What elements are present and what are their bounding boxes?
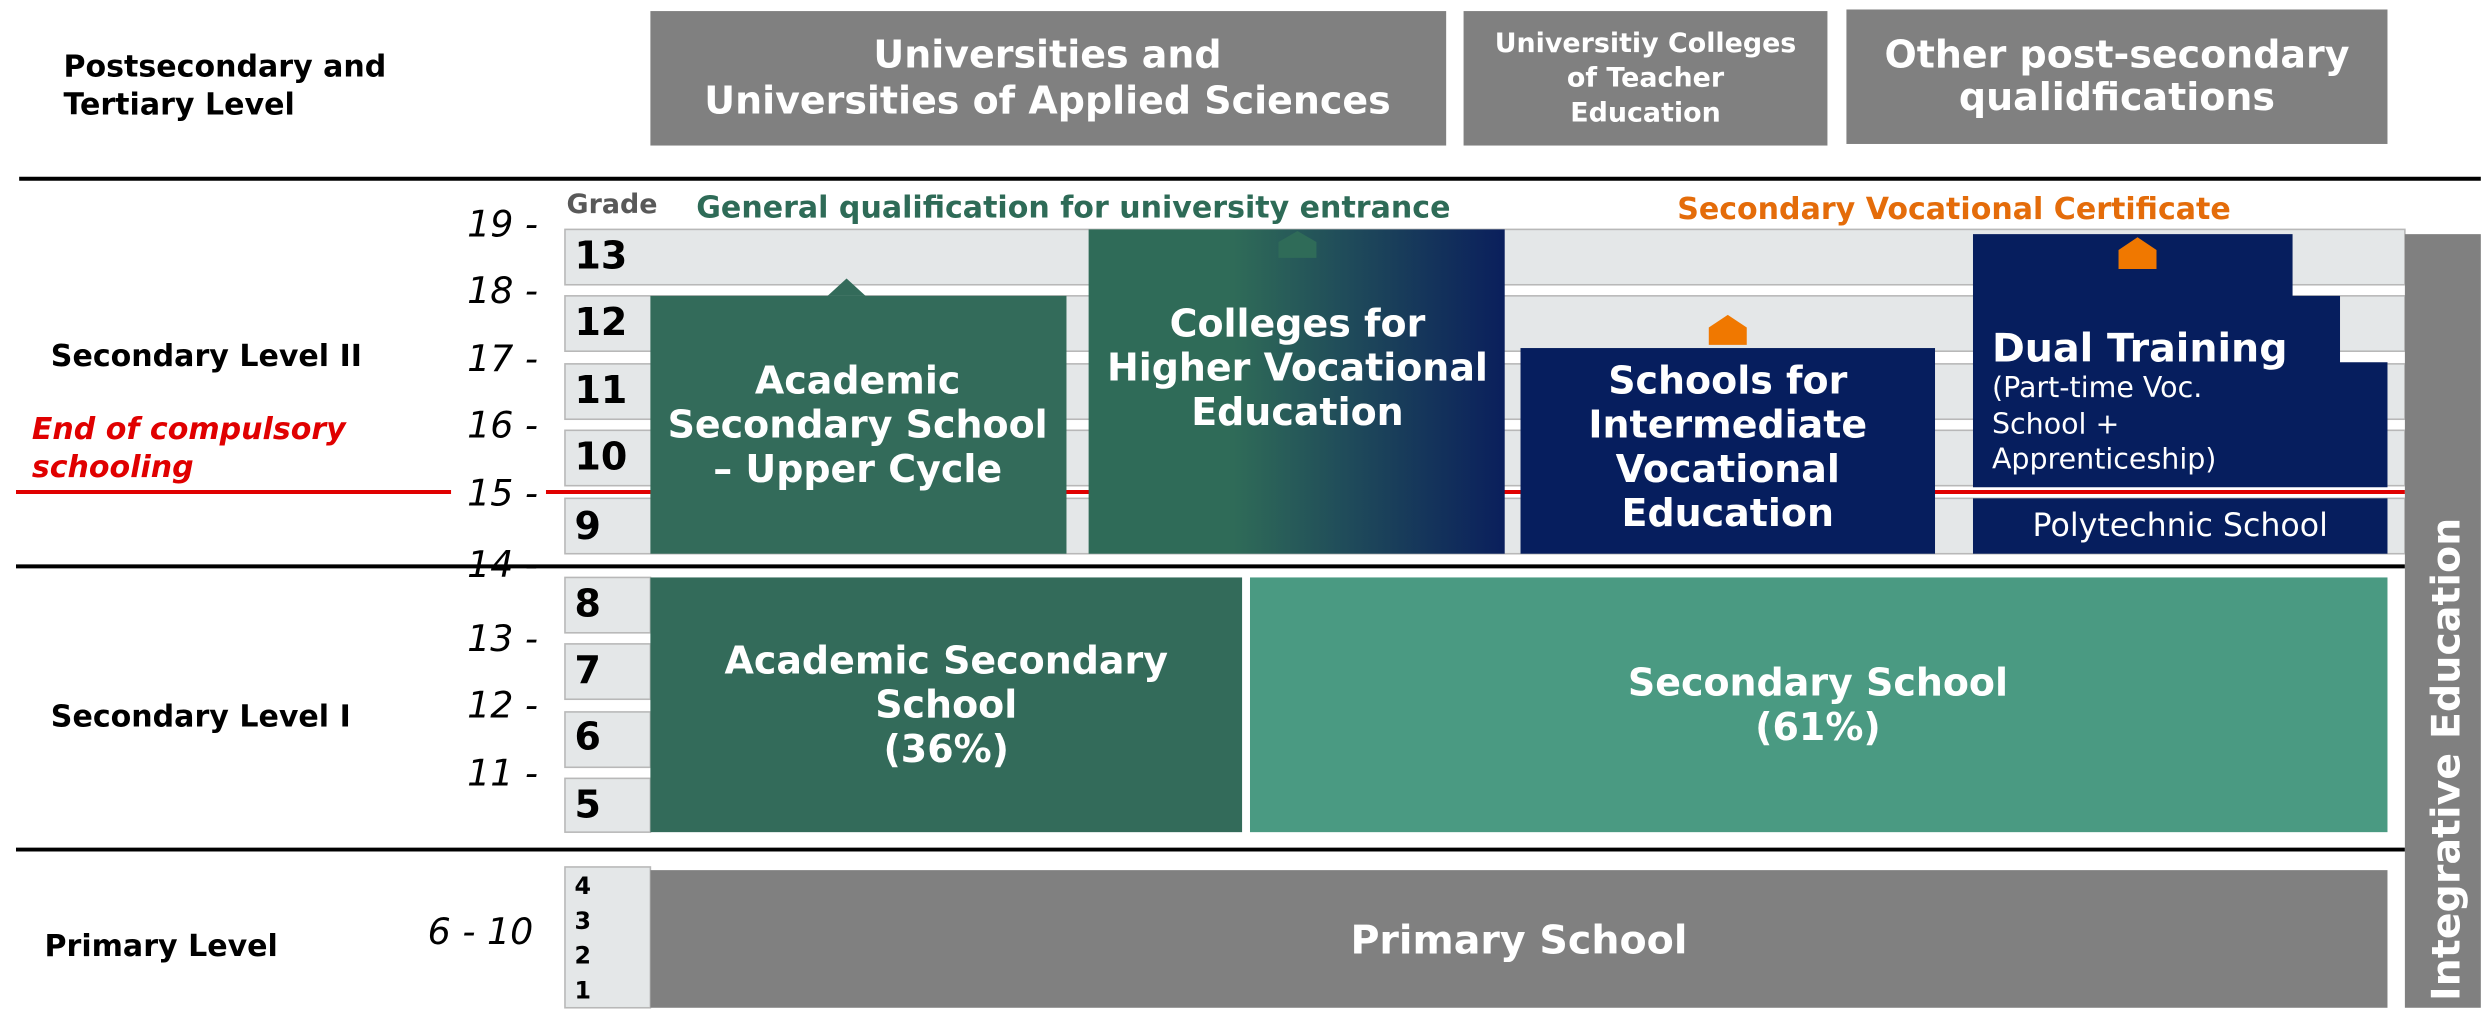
tertiary-label: Education xyxy=(1570,97,1720,128)
integrative-box xyxy=(2404,234,2481,1008)
grade-header: Grade xyxy=(567,189,658,220)
school-label: Polytechnic School xyxy=(2033,508,2328,544)
school-detail: School + xyxy=(1992,408,2119,441)
school-detail: (Part-time Voc. xyxy=(1992,371,2202,404)
age: 19 - xyxy=(467,203,538,246)
tertiary-box xyxy=(1463,11,1828,146)
grade: 3 xyxy=(574,907,591,935)
tertiary-label: Universities of Applied Sciences xyxy=(704,78,1390,122)
school-box xyxy=(650,870,2388,1008)
level-label: Secondary Level I xyxy=(51,700,351,735)
school-box xyxy=(1520,348,1936,554)
compulsory-label: End of compulsory xyxy=(32,412,347,447)
school-label: Schools for xyxy=(1608,358,1847,402)
age: 12 - xyxy=(467,684,538,727)
school-label: Intermediate xyxy=(1588,403,1867,447)
grade: 6 xyxy=(574,714,600,758)
qualification: Secondary Vocational Certificate xyxy=(1677,192,2231,227)
grade: 11 xyxy=(574,368,627,412)
qualification: General qualification for university ent… xyxy=(696,190,1450,225)
grade: 13 xyxy=(574,233,627,277)
level-label: Tertiary Level xyxy=(63,87,294,122)
grade: 8 xyxy=(574,581,600,625)
grade: 1 xyxy=(574,976,591,1004)
school-label: Academic xyxy=(755,358,960,402)
tertiary-label: qualidfications xyxy=(1959,75,2275,119)
grade: 2 xyxy=(574,942,591,970)
school-label: Academic Secondary xyxy=(724,638,1168,682)
school-label: Primary School xyxy=(1350,917,1687,963)
school-box xyxy=(1249,577,2388,833)
school-label: School xyxy=(875,683,1017,727)
level-label: Secondary Level II xyxy=(51,339,362,374)
tertiary-label: of Teacher xyxy=(1567,63,1725,94)
school-label: (36%) xyxy=(883,727,1009,771)
icon xyxy=(1708,314,1747,345)
school-label: Colleges for xyxy=(1170,301,1426,345)
age: 15 - xyxy=(467,472,538,515)
school-label: (61%) xyxy=(1755,705,1881,749)
school-label: – Upper Cycle xyxy=(713,447,1002,491)
school-label: Vocational xyxy=(1616,447,1840,491)
tertiary-label: Universitiy Colleges xyxy=(1495,28,1797,59)
age: 14 - xyxy=(467,543,538,586)
grade: 7 xyxy=(574,648,600,692)
age: 6 - 10 xyxy=(428,910,534,953)
age: 18 - xyxy=(467,269,538,312)
level-label: Primary Level xyxy=(44,929,277,964)
school-label: Education xyxy=(1191,390,1403,434)
grade: 4 xyxy=(574,872,591,900)
school-box xyxy=(1972,234,2388,488)
grade: 12 xyxy=(574,300,627,344)
school-detail: Apprenticeship) xyxy=(1992,442,2216,475)
tertiary-label: Universities and xyxy=(873,32,1221,76)
school-box xyxy=(1972,498,2388,554)
school-box xyxy=(650,295,1067,554)
age: 13 - xyxy=(467,617,538,660)
icon xyxy=(1278,230,1317,258)
level-label: Postsecondary and xyxy=(63,50,386,85)
age: 11 - xyxy=(467,752,538,795)
grade: 9 xyxy=(574,504,600,548)
school-label: Secondary School xyxy=(1628,661,2008,705)
arrow xyxy=(827,278,866,296)
tertiary-box xyxy=(650,11,1447,146)
school-box xyxy=(1088,229,1505,554)
grade: 10 xyxy=(574,434,627,478)
school-box xyxy=(650,577,1243,833)
grade: 5 xyxy=(574,782,600,826)
school-label: Education xyxy=(1622,491,1834,535)
school-label: Secondary School xyxy=(668,403,1048,447)
school-label: Higher Vocational xyxy=(1107,346,1488,390)
school-label: Dual Training xyxy=(1992,326,2288,372)
integrative-label: Integrative Education xyxy=(2424,518,2470,1001)
age: 16 - xyxy=(467,404,538,447)
icon xyxy=(2118,237,2157,269)
tertiary-label: Other post-secondary xyxy=(1884,32,2349,76)
age: 17 - xyxy=(467,337,538,380)
compulsory-label: schooling xyxy=(32,450,194,485)
tertiary-box xyxy=(1846,9,2388,144)
